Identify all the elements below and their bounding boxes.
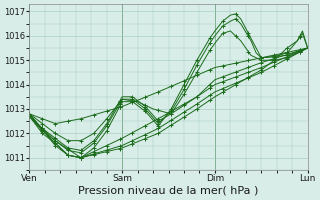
X-axis label: Pression niveau de la mer( hPa ): Pression niveau de la mer( hPa ) bbox=[78, 186, 259, 196]
